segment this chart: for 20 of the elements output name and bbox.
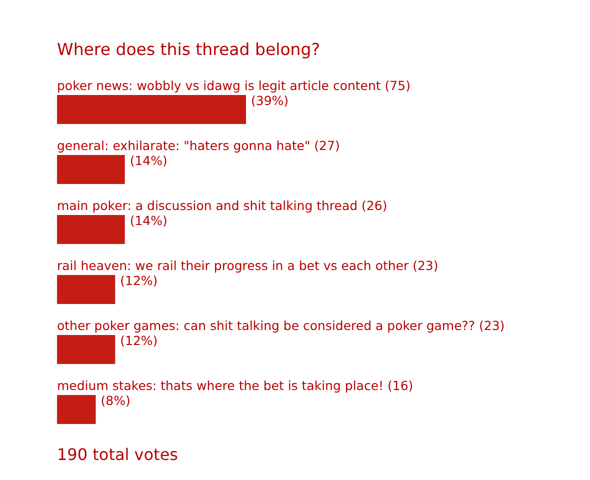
y-tick-label: general: exhilarate: "haters gonna hate" (27): [57, 138, 340, 153]
data-label: (14%): [130, 153, 168, 168]
bar: [57, 95, 246, 124]
bar: [57, 335, 116, 364]
data-label: (12%): [120, 333, 158, 348]
chart-title: Where does this thread belong?: [57, 40, 320, 59]
text: 190 total votes: [57, 445, 178, 464]
bar: [57, 155, 125, 184]
y-tick-label: other poker games: can shit talking be considered a poker game?? (23): [57, 318, 505, 333]
data-label: (8%): [100, 393, 130, 408]
y-tick-label: poker news: wobbly vs idawg is legit article content (75): [57, 78, 410, 93]
data-label: (12%): [120, 273, 158, 288]
bar: [57, 275, 116, 304]
y-tick-label: medium stakes: thats where the bet is taking place! (16): [57, 378, 414, 393]
bar: [57, 215, 125, 244]
y-tick-label: rail heaven: we rail their progress in a bet vs each other (23): [57, 258, 438, 273]
bar: [57, 395, 96, 424]
data-label: (39%): [251, 93, 289, 108]
data-label: (14%): [130, 213, 168, 228]
y-tick-label: main poker: a discussion and shit talking thread (26): [57, 198, 388, 213]
